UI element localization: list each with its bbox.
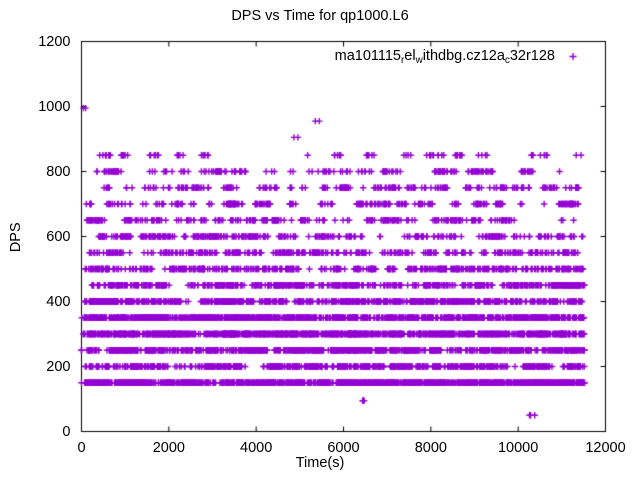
- y-tick-label: 1000: [38, 98, 71, 115]
- chart-title: DPS vs Time for qp1000.L6: [231, 8, 409, 24]
- x-tick-label: 4000: [240, 439, 273, 456]
- x-tick-label: 10000: [497, 439, 539, 456]
- y-tick-label: 200: [46, 358, 71, 375]
- y-tick-label: 600: [46, 228, 71, 245]
- x-tick-label: 0: [77, 439, 86, 456]
- y-tick-label: 800: [46, 163, 71, 180]
- legend-entry-label: ma101115relwithdbg.cz12ac32r128: [334, 48, 555, 66]
- x-tick-label: 8000: [414, 439, 447, 456]
- x-tick-label: 6000: [327, 439, 360, 456]
- x-tick-label: 12000: [585, 439, 626, 456]
- x-tick-label: 2000: [152, 439, 185, 456]
- x-axis-label: Time(s): [295, 455, 345, 471]
- y-tick-label: 0: [62, 423, 71, 440]
- y-tick-label: 400: [46, 293, 71, 310]
- y-tick-label: 1200: [38, 33, 71, 50]
